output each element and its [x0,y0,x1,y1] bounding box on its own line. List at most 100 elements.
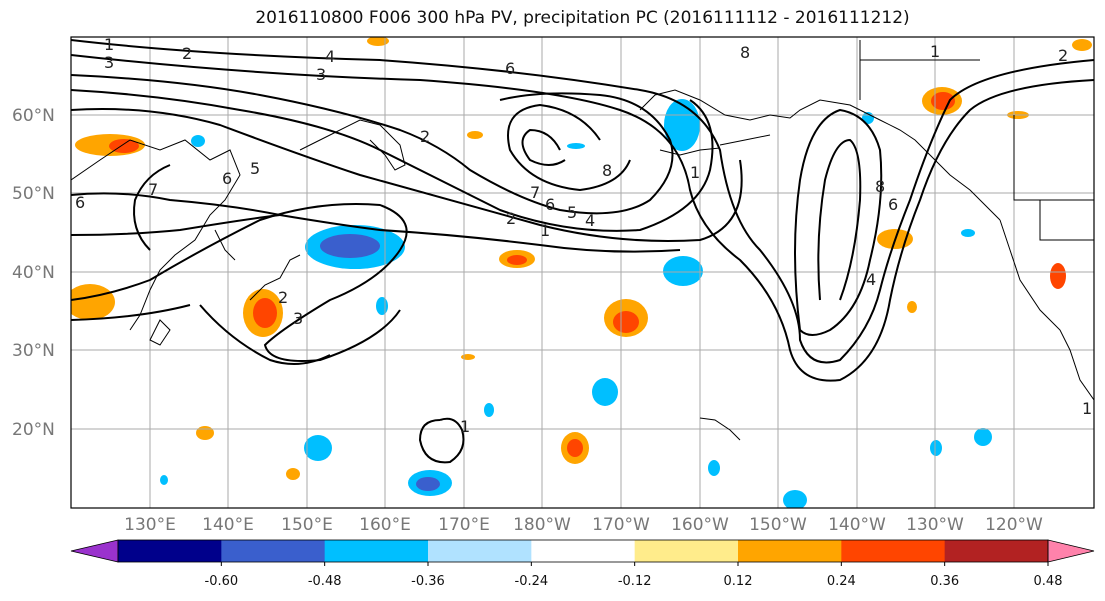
precip-positive-area [907,301,917,313]
lon-label: 160°W [671,515,729,535]
pv-label: 3 [293,309,303,328]
lat-label: 30°N [12,341,55,361]
colorbar-ticks: -0.60 -0.48 -0.36 -0.24 -0.12 0.12 0.24 0.36 0.4… [205,562,1063,589]
pv-label: 2 [420,127,430,146]
pv-label: 3 [104,53,114,72]
pv-label: 7 [148,180,158,199]
pv-contour-line [794,108,883,336]
pv-contour-line [71,108,743,242]
colorbar-segment [738,540,842,562]
pv-label: 4 [866,270,876,289]
pv-contour-line [71,74,674,215]
lon-label: 180°W [513,515,571,535]
colorbar-segment [531,540,636,562]
pv-contour-line [71,203,408,362]
precip-negative-area [930,440,942,456]
colorbar-tick-label: 0.24 [827,574,856,589]
coastlines [71,40,1094,441]
precip-negative-area [783,490,807,508]
lon-label: 130°E [124,515,176,535]
precip-negative-area [592,378,618,406]
colorbar-border [117,539,1049,563]
precip-negative-area [416,477,440,491]
colorbar-tick-label: -0.12 [618,574,652,589]
precip-positive-area [1050,263,1066,289]
pv-label: 1 [1082,399,1092,418]
colorbar-segment [428,540,532,562]
pv-contour-line [199,304,331,365]
lon-label: 150°W [749,515,807,535]
lat-label: 40°N [12,263,55,283]
pv-contour-line [71,89,714,232]
longitude-labels: 130°E 140°E 150°E 160°E 170°E 180°W 170°… [124,515,1043,535]
pv-label: 2 [278,288,288,307]
colorbar-tick-label: 0.36 [930,574,959,589]
pv-label: 8 [602,161,612,180]
precip-positive-area [507,255,527,265]
pv-label: 6 [545,195,555,214]
precip-positive-area [367,37,389,46]
map-frame [70,36,1095,509]
pv-contour-line [521,128,566,166]
pv-contour-line [418,417,465,464]
pv-label: 6 [222,169,232,188]
pv-label: 6 [888,195,898,214]
pv-label: 2 [182,44,192,63]
colorbar-segment [944,540,1049,562]
pv-label: 8 [740,43,750,62]
pv-contour-line [71,192,681,253]
colorbar-segment [221,540,326,562]
lon-label: 140°E [202,515,254,535]
colorbar-tick-label: -0.24 [515,574,549,589]
pv-label: 8 [875,177,885,196]
colorbar-extend-high [1047,539,1095,563]
precip-negative-area [484,403,494,417]
pv-contour-line [71,54,1094,382]
colorbar-extend-low [70,539,119,563]
colorbar-tick-label: -0.36 [411,574,445,589]
pv-contour-line [817,138,862,301]
pv-contour-line [71,214,281,236]
precip-positive-area [461,354,475,360]
pv-contour-labels: 1 3 2 4 3 2 6 7 6 5 4 2 1 8 8 1 8 6 4 1 … [75,35,1092,436]
latitude-labels: 60°N 50°N 40°N 30°N 20°N [12,106,55,440]
colorbar-segment [324,540,429,562]
colorbar-tick-label: 0.48 [1034,574,1063,589]
pv-label: 2 [506,209,516,228]
lon-label: 160°E [359,515,411,535]
pv-label: 1 [690,163,700,182]
precip-positive-area [567,439,583,457]
precip-positive-area [196,426,214,440]
colorbar-tick-label: -0.60 [205,574,239,589]
colorbar-segment [634,540,739,562]
lat-label: 60°N [12,106,55,126]
lon-label: 150°E [281,515,333,535]
pv-label: 4 [585,211,595,230]
precip-positive-area [613,311,639,333]
precip-positive-area [467,131,483,139]
precip-negative-area [304,435,332,461]
precip-negative-area [708,460,720,476]
pv-contour-line [71,304,191,321]
lat-label: 50°N [12,184,55,204]
pv-label: 4 [325,47,335,66]
colorbar-tick-label: 0.12 [724,574,753,589]
pv-label: 1 [460,417,470,436]
pv-contours [71,39,1094,464]
lon-label: 130°W [906,515,964,535]
precip-positive-area [71,284,115,320]
pv-label: 1 [930,42,940,61]
pv-contour-line [71,39,1094,364]
pv-label: 5 [567,203,577,222]
pv-label: 1 [540,221,550,240]
precip-negative-area [376,297,388,315]
precip-negative-area [567,143,585,149]
precip-positive-area [286,468,300,480]
pv-label: 5 [250,159,260,178]
precip-negative-area [974,428,992,446]
lon-label: 120°W [985,515,1043,535]
colorbar-segment [118,540,222,562]
pv-label: 1 [104,35,114,54]
pv-label: 2 [1058,46,1068,65]
pv-label: 6 [75,193,85,212]
